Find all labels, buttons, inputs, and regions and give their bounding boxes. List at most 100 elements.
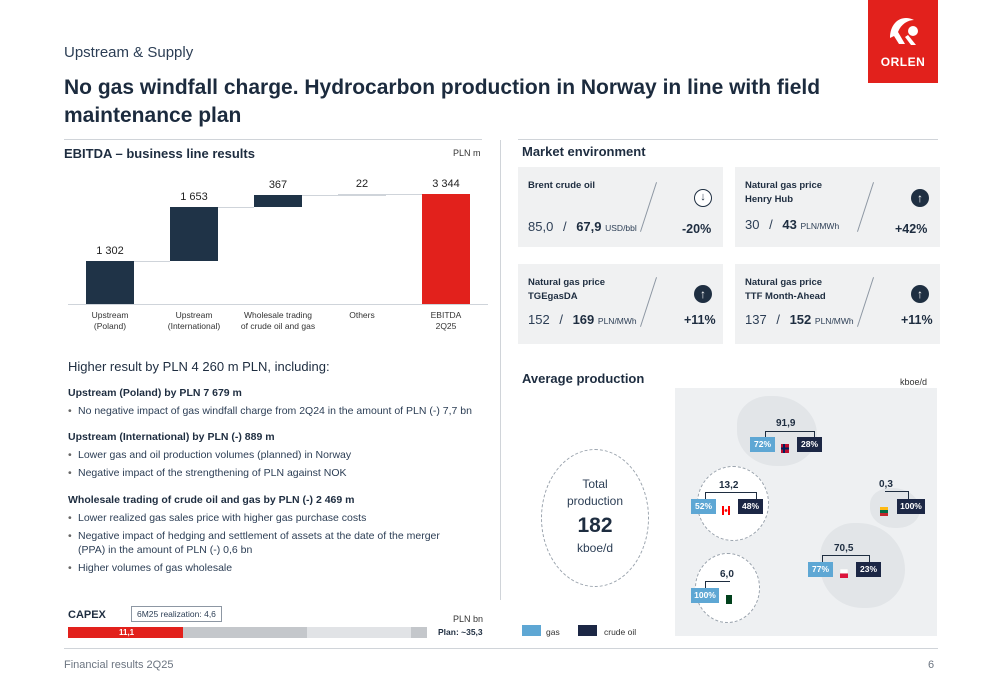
arrow-down-circle-icon: ↓: [694, 189, 712, 207]
market-card-brent: Brent crude oil 85,0 / 67,9 USD/bbl ↓ -2…: [518, 167, 723, 247]
explanation-bullet: Lower realized gas sales price with high…: [68, 511, 488, 525]
market-card-change: +11%: [901, 313, 933, 327]
market-card-values: 30 / 43 PLN/MWh: [745, 217, 839, 232]
bracket: [705, 492, 757, 500]
bracket: [885, 491, 909, 499]
capex-plan-bar: [307, 627, 411, 638]
explanation-bullet: Higher volumes of gas wholesale: [68, 561, 488, 575]
waterfall-category-label: Upstream (Poland): [64, 310, 156, 332]
arrow-up-circle-icon: ↑: [911, 189, 929, 207]
total-production-unit: kboe/d: [576, 541, 614, 555]
waterfall-connector: [386, 194, 422, 195]
market-card-title-line: Natural gas price: [745, 180, 823, 191]
capex-realized-bar: [68, 627, 111, 638]
explanation-bullet: Lower gas and oil production volumes (pl…: [68, 448, 488, 462]
divider: [518, 139, 938, 140]
explanation-bullet: Negative impact of hedging and settlemen…: [68, 529, 468, 557]
flag-pakistan-icon: [724, 591, 732, 604]
total-production-label-line: production: [566, 494, 624, 508]
waterfall-connector: [134, 261, 170, 263]
production-unit: kboe/d: [900, 377, 928, 387]
arrow-up-circle-icon: ↑: [694, 285, 712, 303]
waterfall-category-label: Wholesale trading of crude oil and gas: [232, 310, 324, 332]
waterfall-category-label: Others: [316, 310, 408, 321]
separator: /: [559, 312, 563, 327]
waterfall-bar: [422, 194, 470, 304]
explanation-bullet: Negative impact of the strengthening of …: [68, 466, 488, 480]
waterfall-bar: [338, 194, 386, 196]
market-card-title: Natural gas price TTF Month-Ahead: [745, 276, 826, 304]
waterfall-value-label: 1 302: [96, 245, 124, 258]
market-card-change: +42%: [895, 222, 928, 236]
flag-lithuania-icon: [880, 503, 888, 516]
market-card-title: Natural gas price TGEgasDA: [528, 276, 605, 304]
waterfall-connector: [218, 206, 254, 208]
waterfall-category-line: (International): [167, 321, 221, 331]
market-card-title-line: Natural gas price: [528, 277, 606, 288]
waterfall-connector: [302, 194, 338, 196]
waterfall-category-line: 2Q25: [435, 321, 457, 331]
waterfall-category-line: Others: [349, 310, 375, 320]
explanation-group-heading: Upstream (International) by PLN (-) 889 …: [68, 431, 275, 443]
legend-label-oil: crude oil: [604, 627, 637, 637]
previous-value: 152: [528, 312, 550, 327]
market-card-change: -20%: [682, 222, 712, 236]
production-value-pakistan: 6,0: [720, 569, 734, 580]
legend-label-gas: gas: [546, 627, 560, 637]
waterfall-category-line: (Poland): [93, 321, 127, 331]
production-value-norway: 91,9: [776, 418, 796, 429]
waterfall-category-line: Wholesale trading: [243, 310, 313, 320]
gas-share-poland: 77%: [808, 562, 833, 577]
current-value: 43: [782, 217, 797, 232]
waterfall-value-label: 3 344: [432, 178, 460, 190]
legend-swatch-oil: [578, 625, 597, 636]
card-divider: [639, 182, 658, 232]
value-unit: PLN/MWh: [597, 316, 637, 326]
market-card-title-line: Henry Hub: [745, 194, 794, 205]
oil-share-lithuania: 100%: [897, 499, 925, 514]
capex-realized-label: 11,1: [119, 628, 135, 637]
arrow-up-circle-icon: ↑: [911, 285, 929, 303]
waterfall-category-line: EBITDA: [430, 310, 462, 320]
separator: /: [776, 312, 780, 327]
waterfall-value-label: 367: [268, 178, 288, 191]
previous-value: 137: [745, 312, 767, 327]
section-label: Upstream & Supply: [64, 44, 194, 61]
result-summary-title: Higher result by PLN 4 260 m PLN, includ…: [68, 359, 330, 374]
market-card-title: Brent crude oil: [528, 180, 596, 191]
market-card-henry-hub: Natural gas price Henry Hub 30 / 43 PLN/…: [735, 167, 940, 247]
divider: [64, 139, 482, 140]
card-divider: [856, 182, 875, 232]
waterfall-bar: [254, 194, 302, 207]
separator: /: [769, 217, 773, 232]
footer-text: Financial results 2Q25: [64, 659, 174, 671]
market-card-title-line: Natural gas price: [745, 277, 823, 288]
production-value-canada: 13,2: [719, 480, 739, 491]
card-divider: [639, 277, 658, 327]
capex-realized-bar: 11,1: [111, 627, 183, 638]
oil-share-canada: 48%: [738, 499, 763, 514]
explanation-group: Upstream (International) by PLN (-) 889 …: [68, 431, 488, 484]
capex-plan-label: Plan: ~35,3: [438, 627, 483, 637]
waterfall-bar: [86, 261, 134, 304]
gas-share-canada: 52%: [691, 499, 716, 514]
market-card-values: 137 / 152 PLN/MWh: [745, 312, 854, 327]
legend-swatch-gas: [522, 625, 541, 636]
value-unit: USD/bbl: [605, 223, 637, 233]
explanation-group: Wholesale trading of crude oil and gas b…: [68, 494, 488, 579]
footer-divider: [64, 648, 938, 649]
current-value: 169: [572, 312, 595, 327]
ebitda-unit: PLN m: [453, 148, 481, 158]
market-environment-title: Market environment: [522, 144, 646, 159]
market-card-title: Natural gas price Henry Hub: [745, 179, 822, 207]
page-number: 6: [928, 659, 935, 671]
orlen-logo: ORLEN: [868, 0, 938, 83]
separator: /: [562, 219, 567, 234]
explanation-bullet: No negative impact of gas windfall charg…: [68, 404, 488, 418]
ebitda-waterfall-chart: 1 302 Upstream (Poland) 1 653 Upstream (Inter…: [68, 160, 488, 340]
orlen-logo-mark-icon: [890, 18, 918, 45]
bracket: [765, 431, 815, 439]
current-value: 67,9: [576, 219, 602, 234]
oil-share-poland: 23%: [856, 562, 881, 577]
flag-poland-icon: [839, 565, 849, 578]
